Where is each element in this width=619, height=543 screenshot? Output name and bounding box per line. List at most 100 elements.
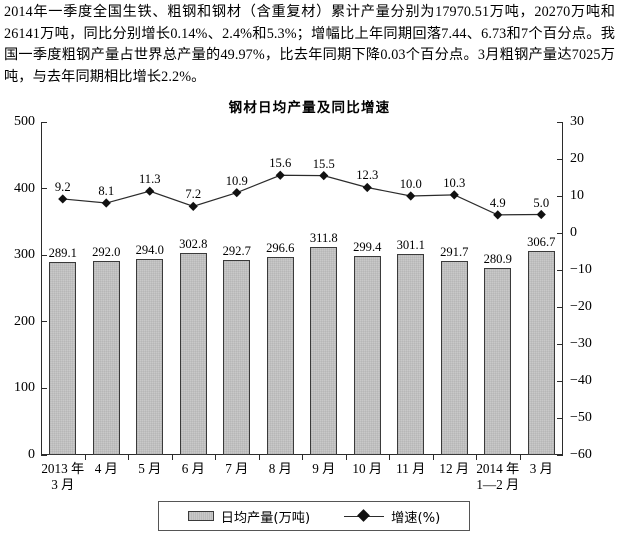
left-axis-label: 200 — [14, 313, 35, 329]
bar-swatch-icon — [187, 511, 214, 521]
category-label-line1: 5 月 — [138, 461, 162, 476]
right-axis-tick — [557, 454, 563, 456]
bar — [179, 253, 207, 455]
bar-value-label: 302.8 — [179, 237, 208, 252]
bar — [136, 259, 164, 455]
bar-value-label: 291.7 — [440, 244, 469, 259]
category-label-line2: 3 月 — [51, 477, 75, 492]
plot-area — [41, 122, 563, 455]
left-axis-tick — [41, 188, 47, 190]
right-axis-label: −60 — [570, 447, 592, 462]
category-label-line1: 9 月 — [312, 461, 336, 476]
category-axis-tick — [215, 455, 216, 460]
legend-label-bar: 日均产量(万吨) — [220, 510, 311, 526]
left-axis-tick — [41, 254, 47, 256]
right-axis-label: 0 — [570, 225, 577, 240]
bar-value-label: 289.1 — [48, 246, 77, 261]
category-label-line1: 10 月 — [352, 461, 383, 476]
line-value-label: 8.1 — [98, 184, 115, 199]
left-axis-tick — [41, 321, 47, 323]
right-axis-label: 20 — [570, 151, 584, 166]
line-marker-icon — [344, 511, 385, 521]
right-axis-label: −40 — [570, 373, 592, 388]
category-label: 4 月 — [74, 461, 138, 477]
left-axis-tick — [41, 454, 47, 456]
category-label-line2: 1—2 月 — [476, 477, 520, 492]
line-value-label: 10.0 — [399, 177, 422, 191]
bar — [440, 260, 468, 455]
bar-value-label: 280.9 — [483, 251, 512, 266]
bar — [266, 257, 294, 455]
chart-title: 钢材日均产量及同比增速 — [228, 100, 391, 116]
bar-value-label: 306.7 — [527, 234, 556, 249]
line-value-label: 12.3 — [356, 168, 379, 183]
bar-value-label: 299.4 — [353, 239, 382, 254]
category-label: 9 月 — [292, 461, 356, 477]
category-label: 12 月 — [422, 461, 486, 477]
category-label-line1: 2013 年 — [41, 461, 85, 476]
category-axis-tick — [84, 455, 86, 460]
bar — [527, 250, 555, 455]
category-axis-tick — [258, 455, 260, 460]
bar-value-label: 292.7 — [222, 244, 251, 259]
category-label-line1: 11 月 — [396, 461, 426, 476]
right-axis-tick — [557, 269, 563, 271]
category-label: 5 月 — [118, 461, 182, 477]
chart-legend: 日均产量(万吨) 增速(%) — [158, 501, 470, 531]
category-label: 2014 年 1—2 月 — [466, 461, 530, 493]
right-axis-tick — [557, 195, 563, 197]
right-axis-tick — [557, 306, 563, 308]
right-axis-tick — [557, 380, 563, 382]
category-axis-tick — [519, 455, 521, 460]
category-axis-tick — [432, 455, 434, 460]
right-axis-label: 30 — [570, 114, 584, 129]
right-axis-label: −30 — [570, 336, 592, 351]
line-value-label: 4.9 — [489, 195, 506, 210]
bar — [92, 260, 120, 455]
left-axis-tick — [41, 387, 47, 389]
category-label: 6 月 — [161, 461, 225, 477]
category-axis-tick — [302, 455, 303, 460]
category-label-line1: 7 月 — [225, 461, 249, 476]
bar — [310, 247, 338, 455]
right-axis-label: −50 — [570, 410, 592, 425]
right-axis-tick — [557, 343, 563, 345]
left-axis-label: 400 — [14, 180, 35, 196]
bar — [353, 255, 381, 455]
right-axis-label: −10 — [570, 262, 592, 277]
category-label: 8 月 — [248, 461, 312, 477]
left-axis-label: 100 — [14, 380, 35, 396]
bar — [397, 254, 425, 455]
line-value-label: 5.0 — [533, 195, 550, 210]
right-axis-label: −20 — [570, 299, 592, 314]
category-label: 7 月 — [205, 461, 269, 477]
category-label-line1: 2014 年 — [476, 461, 520, 476]
chart-container: 钢材日均产量及同比增速 0 100 200 300 400 500 30 20 10 0 −10−… — [0, 92, 619, 543]
right-axis-tick — [557, 417, 563, 419]
left-axis-label: 0 — [28, 447, 35, 462]
category-label-line1: 12 月 — [439, 461, 470, 476]
left-axis-label: 500 — [14, 114, 35, 129]
line-value-label: 15.5 — [312, 156, 335, 171]
legend-item-bar: 日均产量(万吨) — [187, 507, 311, 526]
category-label: 10 月 — [335, 461, 399, 477]
category-label-line1: 8 月 — [268, 461, 292, 476]
bar-value-label: 294.0 — [135, 243, 164, 258]
bar — [49, 262, 77, 455]
right-axis-label: 10 — [570, 188, 584, 203]
category-axis-tick — [345, 455, 347, 460]
bar-value-label: 301.1 — [396, 238, 425, 253]
line-value-label: 15.6 — [269, 156, 292, 171]
line-value-label: 7.2 — [185, 187, 202, 202]
right-axis-tick — [557, 232, 563, 234]
line-value-label: 9.2 — [54, 179, 71, 194]
line-value-label: 10.3 — [443, 175, 466, 190]
category-label-line1: 3 月 — [529, 461, 553, 476]
line-value-label: 10.9 — [225, 173, 248, 188]
category-label: 3 月 — [509, 461, 573, 477]
intro-paragraph: 2014年一季度全国生铁、粗钢和钢材（含重复材）累计产量分别为17970.51万… — [4, 4, 615, 85]
category-axis-tick — [128, 455, 129, 460]
category-label: 11 月 — [379, 461, 443, 477]
legend-label-line: 增速(%) — [391, 510, 441, 526]
